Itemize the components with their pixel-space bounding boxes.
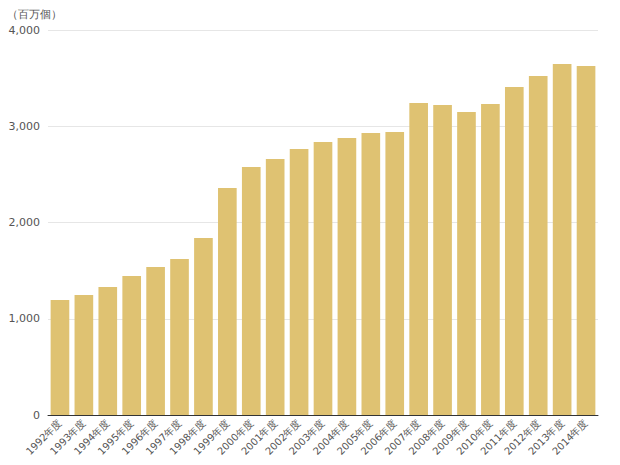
svg-text:2005年度: 2005年度	[334, 417, 375, 457]
svg-text:2001年度: 2001年度	[239, 417, 280, 457]
svg-text:2002年度: 2002年度	[263, 417, 303, 457]
svg-text:1994年度: 1994年度	[71, 417, 112, 457]
svg-text:1,000: 1,000	[9, 312, 41, 325]
svg-text:1992年度: 1992年度	[23, 417, 64, 457]
svg-text:1998年度: 1998年度	[167, 417, 208, 457]
svg-text:2006年度: 2006年度	[358, 417, 399, 457]
svg-text:2013年度: 2013年度	[526, 417, 566, 457]
svg-text:2011年度: 2011年度	[478, 417, 519, 457]
svg-text:1995年度: 1995年度	[95, 417, 136, 457]
svg-text:1999年度: 1999年度	[191, 417, 232, 457]
svg-text:2,000: 2,000	[9, 216, 41, 229]
svg-text:2000年度: 2000年度	[215, 417, 256, 457]
svg-text:3,000: 3,000	[9, 120, 41, 133]
svg-text:2012年度: 2012年度	[502, 417, 543, 457]
svg-text:1997年度: 1997年度	[143, 417, 184, 457]
svg-text:2003年度: 2003年度	[287, 417, 327, 457]
svg-text:0: 0	[33, 409, 40, 422]
svg-text:1996年度: 1996年度	[119, 417, 160, 457]
svg-text:2009年度: 2009年度	[430, 417, 471, 457]
svg-text:2008年度: 2008年度	[406, 417, 447, 457]
svg-text:2014年度: 2014年度	[550, 417, 590, 457]
svg-text:2010年度: 2010年度	[454, 417, 495, 457]
svg-text:4,000: 4,000	[9, 24, 41, 37]
svg-text:2004年度: 2004年度	[310, 417, 351, 457]
svg-text:2007年度: 2007年度	[382, 417, 423, 457]
svg-text:1993年度: 1993年度	[47, 417, 88, 457]
svg-text:（百万個）: （百万個）	[7, 8, 62, 21]
